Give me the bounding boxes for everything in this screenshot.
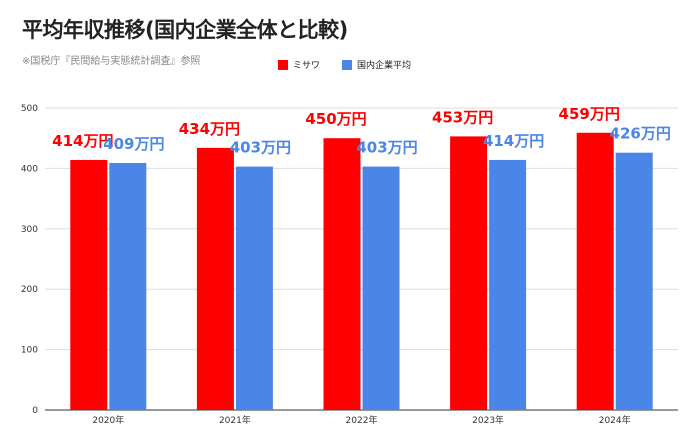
legend-swatch-misawa <box>278 59 288 70</box>
legend-item-average: 国内企業平均 <box>342 58 411 71</box>
data-label: 434万円 <box>179 120 240 138</box>
data-label: 450万円 <box>305 110 366 128</box>
bar <box>576 132 614 410</box>
data-label: 414万円 <box>52 132 113 150</box>
x-tick-label: 2022年 <box>346 414 378 426</box>
chart-subtitle: ※国税庁『民間給与実態統計調査』参照 <box>22 56 201 67</box>
legend-item-misawa: ミサワ <box>278 58 320 71</box>
bar <box>362 166 400 410</box>
y-tick-label: 300 <box>21 225 38 235</box>
y-tick-label: 100 <box>21 346 38 356</box>
bar <box>323 138 361 410</box>
legend: ミサワ 国内企業平均 <box>278 58 433 71</box>
bar <box>615 152 653 411</box>
y-tick-label: 0 <box>32 406 38 416</box>
bar <box>70 159 108 410</box>
x-tick-label: 2023年 <box>472 414 504 426</box>
legend-label-average: 国内企業平均 <box>357 61 412 71</box>
y-tick-label: 400 <box>21 164 38 174</box>
legend-label-misawa: ミサワ <box>293 61 321 71</box>
legend-swatch-average <box>342 59 353 70</box>
bar <box>450 136 488 410</box>
data-label: 414万円 <box>483 132 544 150</box>
bar <box>489 159 527 410</box>
data-label: 453万円 <box>432 108 493 126</box>
y-tick-label: 200 <box>21 285 38 295</box>
data-label: 426万円 <box>610 125 671 143</box>
data-label: 403万円 <box>230 139 291 157</box>
chart-title: 平均年収推移(国内企業全体と比較) <box>22 18 348 42</box>
x-tick-label: 2024年 <box>599 414 631 426</box>
y-tick-label: 500 <box>21 104 38 114</box>
data-label: 459万円 <box>559 105 620 123</box>
bar <box>196 147 234 410</box>
x-tick-label: 2020年 <box>92 414 124 426</box>
bar <box>109 162 147 410</box>
data-label: 409万円 <box>103 135 164 153</box>
bar <box>235 166 273 410</box>
x-tick-label: 2021年 <box>219 414 251 426</box>
data-label: 403万円 <box>356 139 417 157</box>
